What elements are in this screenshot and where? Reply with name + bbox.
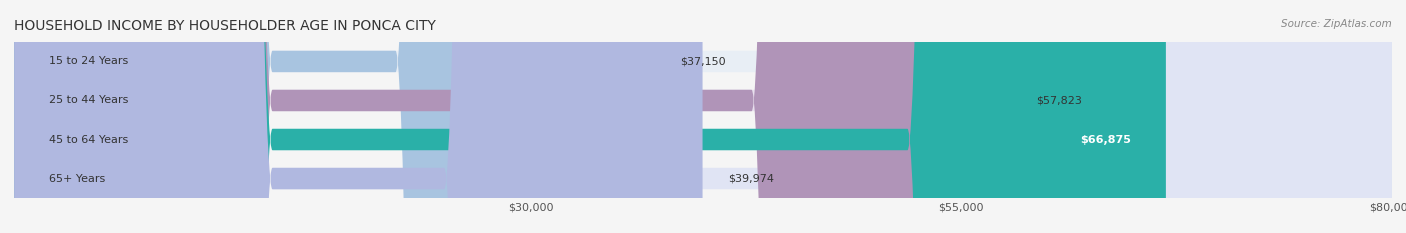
Text: $57,823: $57,823 [1036,96,1081,106]
FancyBboxPatch shape [14,0,1166,233]
Text: $39,974: $39,974 [728,174,775,184]
Text: 25 to 44 Years: 25 to 44 Years [48,96,128,106]
Text: 45 to 64 Years: 45 to 64 Years [48,134,128,144]
FancyBboxPatch shape [14,0,703,233]
Text: $37,150: $37,150 [679,56,725,66]
Text: 65+ Years: 65+ Years [48,174,105,184]
Text: Source: ZipAtlas.com: Source: ZipAtlas.com [1281,19,1392,29]
FancyBboxPatch shape [14,0,1392,233]
FancyBboxPatch shape [14,0,1010,233]
FancyBboxPatch shape [14,0,654,233]
FancyBboxPatch shape [14,0,1392,233]
FancyBboxPatch shape [14,0,1392,233]
FancyBboxPatch shape [14,0,1392,233]
Text: 15 to 24 Years: 15 to 24 Years [48,56,128,66]
Text: $66,875: $66,875 [1081,134,1132,144]
Text: HOUSEHOLD INCOME BY HOUSEHOLDER AGE IN PONCA CITY: HOUSEHOLD INCOME BY HOUSEHOLDER AGE IN P… [14,19,436,33]
